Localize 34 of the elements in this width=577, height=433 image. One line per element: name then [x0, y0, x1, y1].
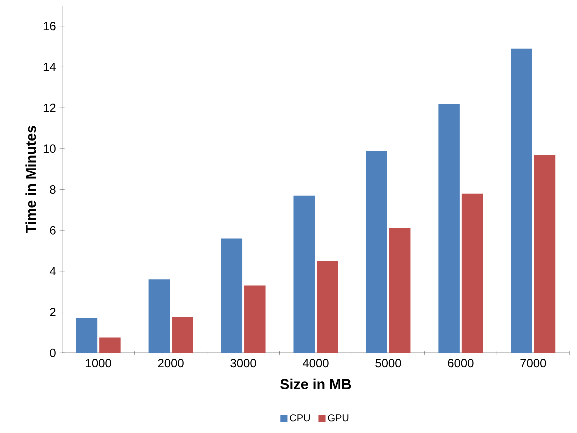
legend-label: CPU [290, 414, 310, 422]
y-tick-label: 12 [44, 104, 56, 112]
y-tick-label: 8 [50, 185, 56, 194]
y-tick-label: 10 [44, 144, 56, 154]
x-axis-title: Size in MB [280, 378, 352, 390]
y-tick-label: 2 [50, 308, 56, 316]
legend-label: GPU [328, 414, 349, 422]
bar [438, 104, 460, 354]
bar [316, 261, 338, 354]
x-tick-label: 2000 [158, 359, 184, 368]
y-tick-label: 4 [50, 267, 56, 276]
bar [148, 280, 170, 354]
bar [511, 48, 532, 354]
bar [221, 238, 243, 354]
y-tick-label: 6 [50, 226, 56, 235]
x-tick-label: 1000 [86, 359, 112, 368]
bar [534, 155, 556, 354]
bar [172, 317, 194, 354]
bar [294, 196, 315, 354]
x-tick-label: 6000 [448, 359, 474, 368]
bar [76, 318, 98, 354]
bar [100, 338, 121, 354]
y-axis-title: Time in Minutes [26, 126, 36, 234]
x-tick-label: 3000 [230, 359, 256, 368]
y-tick-label: 14 [44, 63, 56, 72]
bar [389, 228, 411, 354]
y-tick-label: 0 [50, 348, 56, 358]
x-tick-label: 7000 [520, 359, 546, 368]
y-tick-label: 16 [44, 22, 56, 31]
x-tick-label: 5000 [376, 359, 402, 368]
x-tick-label: 4000 [302, 359, 329, 368]
bar [366, 150, 388, 354]
bar [462, 194, 484, 354]
bar [244, 286, 266, 354]
